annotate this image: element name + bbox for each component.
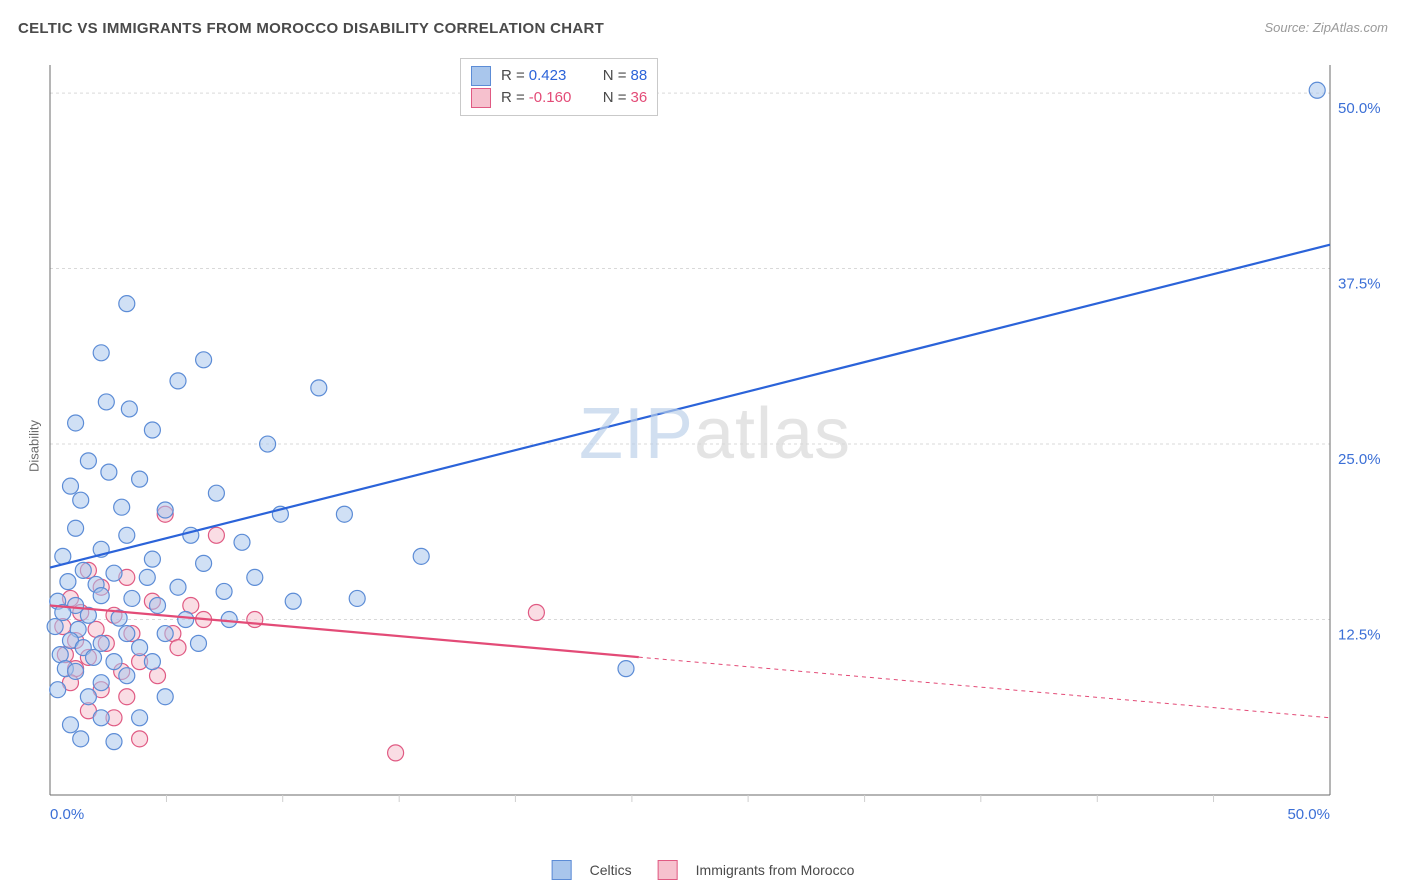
point-celtics — [260, 436, 276, 452]
point-morocco — [247, 612, 263, 628]
point-celtics — [62, 478, 78, 494]
point-celtics — [144, 422, 160, 438]
r-value-morocco: -0.160 — [529, 87, 587, 109]
swatch-celtics-icon — [552, 860, 572, 880]
legend-label-celtics: Celtics — [590, 862, 632, 878]
point-celtics — [208, 485, 224, 501]
point-celtics — [157, 689, 173, 705]
point-celtics — [114, 499, 130, 515]
swatch-morocco — [471, 88, 491, 108]
point-celtics — [190, 635, 206, 651]
swatch-celtics — [471, 66, 491, 86]
point-celtics — [247, 569, 263, 585]
point-celtics — [144, 654, 160, 670]
point-celtics — [144, 551, 160, 567]
legend-item-celtics: Celtics — [552, 860, 632, 880]
point-celtics — [93, 588, 109, 604]
n-value-morocco: 36 — [631, 87, 648, 109]
point-celtics — [106, 734, 122, 750]
point-celtics — [119, 668, 135, 684]
x-tick-min: 0.0% — [50, 806, 84, 823]
point-morocco — [208, 527, 224, 543]
stats-row-celtics: R = 0.423 N = 88 — [471, 65, 647, 87]
n-label: N = — [603, 65, 627, 87]
point-celtics — [106, 565, 122, 581]
series-legend: Celtics Immigrants from Morocco — [552, 860, 855, 880]
point-celtics — [93, 345, 109, 361]
point-celtics — [285, 593, 301, 609]
x-tick-max: 50.0% — [1287, 806, 1330, 823]
point-celtics — [47, 619, 63, 635]
point-celtics — [178, 612, 194, 628]
point-celtics — [73, 731, 89, 747]
point-celtics — [132, 471, 148, 487]
point-celtics — [311, 380, 327, 396]
legend-item-morocco: Immigrants from Morocco — [658, 860, 855, 880]
stats-legend: R = 0.423 N = 88 R = -0.160 N = 36 — [460, 58, 658, 116]
point-celtics — [157, 502, 173, 518]
point-celtics — [618, 661, 634, 677]
point-celtics — [234, 534, 250, 550]
point-celtics — [101, 464, 117, 480]
y-tick-label: 50.0% — [1338, 100, 1381, 117]
r-label: R = — [501, 65, 525, 87]
point-celtics — [150, 597, 166, 613]
n-label: N = — [603, 87, 627, 109]
point-celtics — [68, 415, 84, 431]
y-tick-label: 37.5% — [1338, 276, 1381, 293]
point-celtics — [196, 352, 212, 368]
chart-title: CELTIC VS IMMIGRANTS FROM MOROCCO DISABI… — [18, 20, 604, 37]
point-celtics — [86, 649, 102, 665]
n-value-celtics: 88 — [631, 65, 648, 87]
swatch-morocco-icon — [658, 860, 678, 880]
point-celtics — [1309, 82, 1325, 98]
point-morocco — [528, 605, 544, 621]
r-value-celtics: 0.423 — [529, 65, 587, 87]
point-celtics — [93, 675, 109, 691]
point-celtics — [119, 296, 135, 312]
y-tick-label: 25.0% — [1338, 451, 1381, 468]
point-celtics — [170, 373, 186, 389]
point-celtics — [106, 654, 122, 670]
point-morocco — [119, 689, 135, 705]
point-morocco — [388, 745, 404, 761]
point-celtics — [139, 569, 155, 585]
point-celtics — [170, 579, 186, 595]
scatter-plot-svg: 12.5% 25.0% 37.5% 50.0% 0.0% 50.0% — [40, 55, 1390, 845]
point-celtics — [62, 717, 78, 733]
point-celtics — [80, 453, 96, 469]
point-celtics — [132, 640, 148, 656]
point-celtics — [119, 626, 135, 642]
point-celtics — [132, 710, 148, 726]
point-celtics — [68, 663, 84, 679]
point-celtics — [93, 635, 109, 651]
point-celtics — [98, 394, 114, 410]
point-celtics — [221, 612, 237, 628]
r-label: R = — [501, 87, 525, 109]
point-celtics — [68, 520, 84, 536]
point-celtics — [336, 506, 352, 522]
point-celtics — [80, 689, 96, 705]
point-celtics — [60, 574, 76, 590]
point-celtics — [50, 682, 66, 698]
point-celtics — [124, 590, 140, 606]
point-morocco — [132, 731, 148, 747]
point-celtics — [93, 710, 109, 726]
point-celtics — [73, 492, 89, 508]
point-celtics — [119, 527, 135, 543]
point-celtics — [196, 555, 212, 571]
point-celtics — [216, 583, 232, 599]
point-celtics — [157, 626, 173, 642]
point-celtics — [121, 401, 137, 417]
legend-label-morocco: Immigrants from Morocco — [696, 862, 855, 878]
y-tick-label: 12.5% — [1338, 627, 1381, 644]
stats-row-morocco: R = -0.160 N = 36 — [471, 87, 647, 109]
point-morocco — [170, 640, 186, 656]
point-celtics — [75, 562, 91, 578]
plot-area: 12.5%25.0%37.5%50.0%0.0%50.0% ZIPatlas — [40, 55, 1390, 845]
point-celtics — [413, 548, 429, 564]
source-attribution: Source: ZipAtlas.com — [1264, 20, 1388, 35]
point-celtics — [349, 590, 365, 606]
